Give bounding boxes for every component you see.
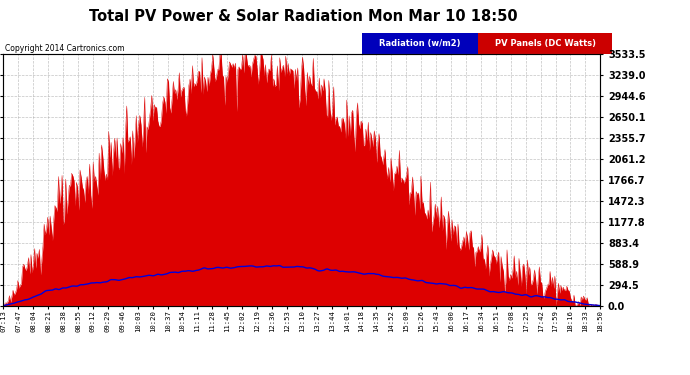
Text: Radiation (w/m2): Radiation (w/m2) — [379, 39, 460, 48]
Bar — [478, 33, 612, 54]
Text: Total PV Power & Solar Radiation Mon Mar 10 18:50: Total PV Power & Solar Radiation Mon Mar… — [89, 9, 518, 24]
Text: PV Panels (DC Watts): PV Panels (DC Watts) — [495, 39, 595, 48]
Text: Copyright 2014 Cartronics.com: Copyright 2014 Cartronics.com — [5, 44, 124, 53]
Bar — [362, 33, 478, 54]
